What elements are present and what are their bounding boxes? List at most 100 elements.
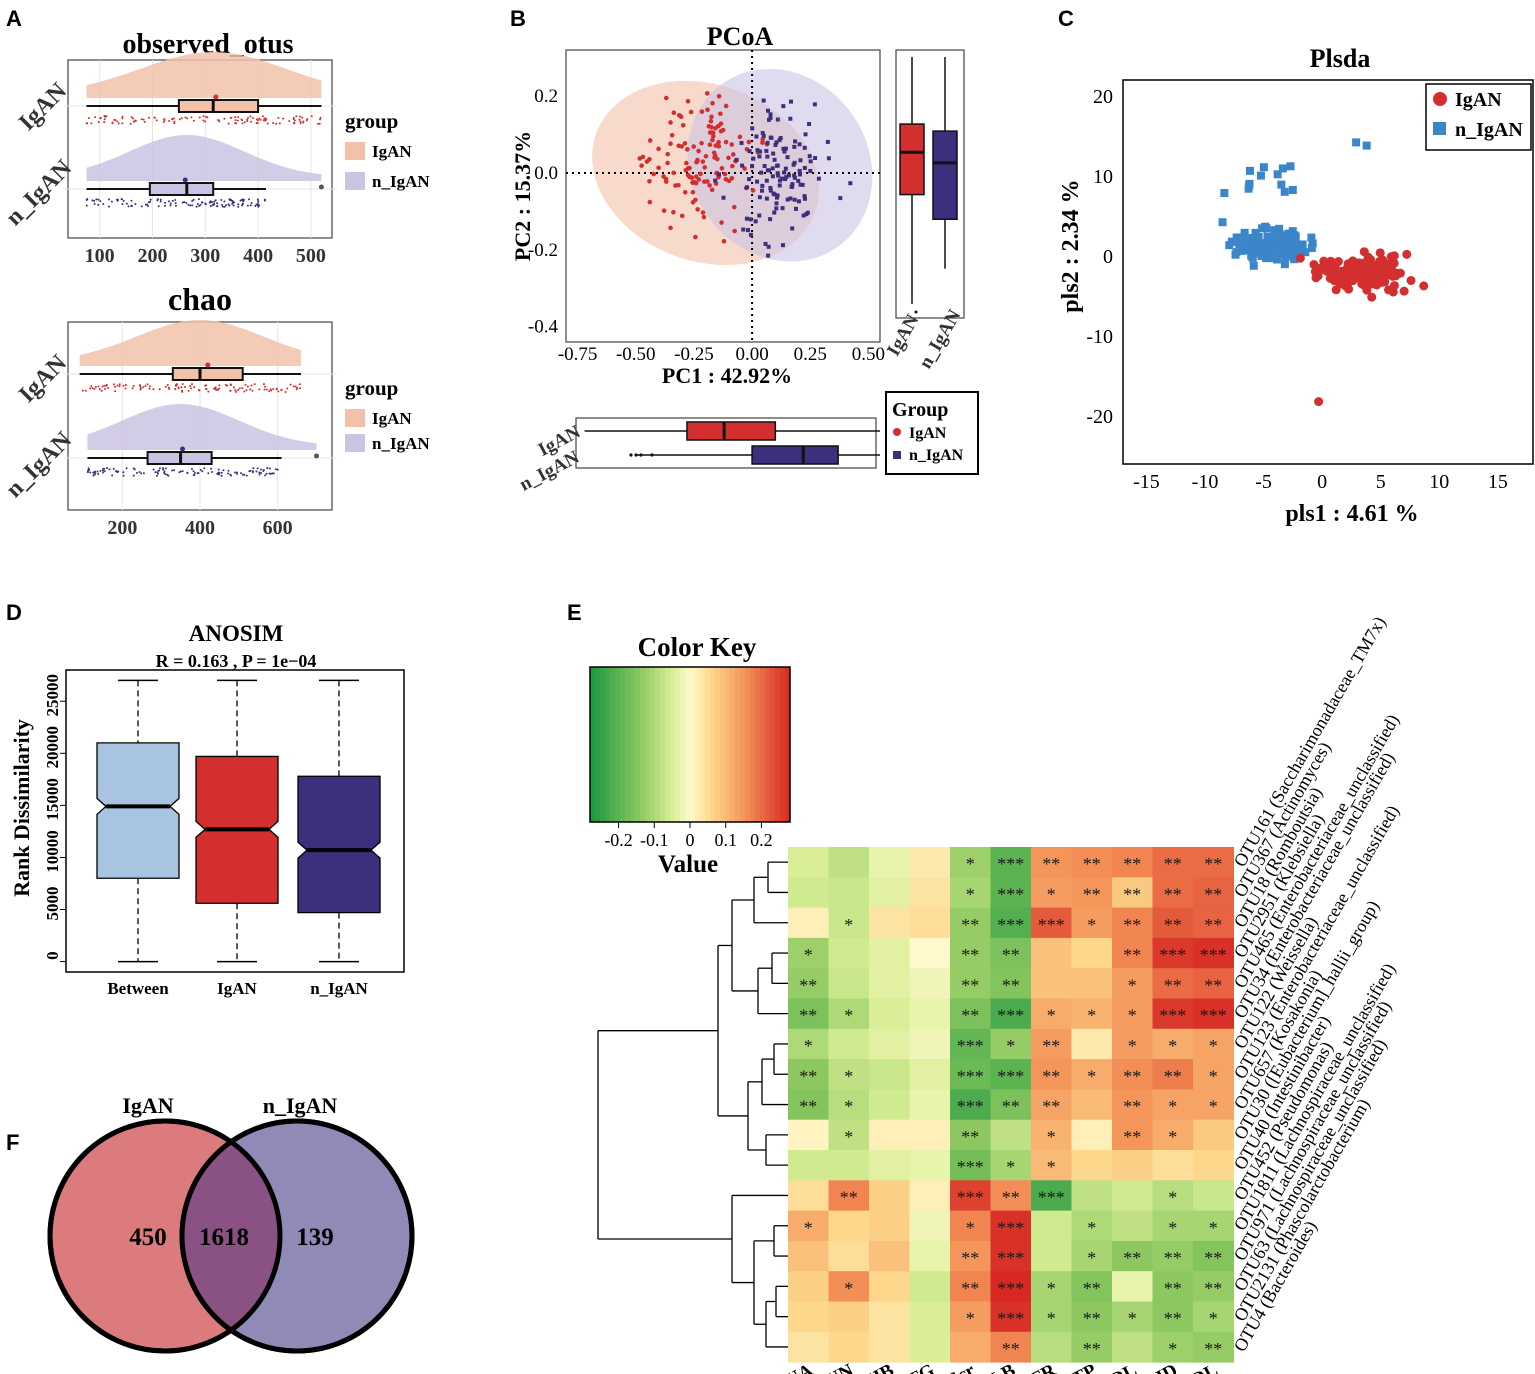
heatmap-cell — [909, 1271, 951, 1302]
jitter-point — [217, 119, 220, 122]
point-n-igan — [1251, 237, 1260, 246]
point-igan — [698, 171, 703, 177]
point-n-igan — [753, 219, 758, 224]
jitter-point — [245, 389, 248, 392]
jitter-point — [258, 117, 261, 120]
jitter-point — [130, 116, 133, 119]
heatmap-cell — [828, 1028, 870, 1060]
key-tick-label: -0.2 — [604, 830, 633, 850]
heatmap-cell — [828, 1059, 870, 1090]
color-key-band — [645, 667, 651, 822]
jitter-point — [122, 199, 125, 202]
panel-a-observed-otus: observed_otus IgAN n_IgAN 100 200 300 400 50… — [1, 29, 430, 267]
jitter-point — [163, 118, 166, 121]
key-tick-label: 0.2 — [750, 830, 773, 850]
heatmap-cell — [1152, 877, 1194, 909]
heatmap-cell — [1112, 1119, 1153, 1151]
significance-stars: *** — [957, 1036, 984, 1056]
point-igan — [1406, 276, 1416, 286]
point-igan — [1359, 281, 1369, 291]
point-n-igan — [757, 195, 762, 200]
plsda-ylabel: pls2 : 2.34 % — [1058, 179, 1084, 312]
point-n-igan — [761, 98, 766, 103]
heatmap-cell — [1152, 1089, 1194, 1121]
heatmap-cell — [788, 907, 829, 939]
point-igan — [699, 140, 704, 146]
point-igan — [1360, 265, 1370, 275]
significance-stars: ** — [840, 1187, 858, 1207]
jitter-point — [209, 200, 212, 203]
point-igan — [651, 171, 657, 177]
point-n-igan — [802, 196, 807, 201]
heatmap-cell — [1071, 1028, 1113, 1060]
notched-box-2 — [297, 775, 381, 914]
jitter-point — [196, 203, 199, 206]
jitter-point — [99, 469, 102, 472]
heatmap-cell — [909, 1150, 951, 1181]
significance-stars: ** — [1204, 854, 1222, 874]
x-tick-label: -0.25 — [674, 344, 714, 365]
jitter-point — [103, 384, 106, 387]
point-n-igan — [777, 138, 782, 143]
point-igan — [680, 122, 686, 128]
density-igan — [79, 320, 301, 366]
point-igan — [707, 183, 712, 188]
color-key-band — [780, 667, 786, 822]
point-igan — [718, 121, 724, 127]
color-key-band — [735, 667, 741, 822]
heatmap-cell — [788, 937, 829, 969]
chao-legend-n-igan-swatch — [345, 434, 365, 452]
point-n-igan — [1285, 250, 1294, 259]
point-n-igan — [765, 140, 770, 145]
jitter-point — [269, 388, 272, 391]
color-key-band — [770, 667, 776, 822]
jitter-point — [243, 473, 246, 476]
heatmap-cell — [1112, 998, 1153, 1030]
point-n-igan — [802, 165, 807, 170]
x-tick-label: 200 — [137, 245, 167, 267]
x-tick-label: 0.50 — [852, 344, 885, 365]
y-tick-label: 5000 — [43, 887, 62, 921]
point-igan — [1375, 248, 1385, 258]
significance-stars: ** — [1204, 975, 1222, 995]
jitter-point — [164, 201, 167, 204]
pcoa-side-label-igan: IgAN — [883, 311, 923, 360]
jitter-point — [190, 387, 193, 390]
jitter-point — [189, 384, 192, 387]
point-n-igan — [775, 171, 780, 176]
point-igan — [690, 189, 696, 195]
jitter-point — [184, 116, 187, 119]
heatmap-cell — [990, 1271, 1032, 1302]
point-n-igan — [790, 184, 795, 189]
heatmap-cell — [869, 847, 910, 878]
point-igan — [713, 125, 718, 131]
significance-stars: * — [844, 1097, 853, 1117]
point-igan — [676, 112, 682, 118]
significance-stars: * — [804, 1036, 813, 1056]
heatmap-cell — [869, 1331, 910, 1363]
point-igan — [719, 165, 725, 171]
x-tick-label: 100 — [85, 245, 115, 267]
significance-stars: ** — [961, 1127, 979, 1147]
point-n-igan — [763, 241, 768, 246]
jitter-point — [274, 468, 277, 471]
plsda-xlabel: pls1 : 4.61 % — [1285, 501, 1418, 527]
color-key-band — [750, 667, 756, 822]
jitter-point — [260, 468, 263, 471]
x-tick-label: 300 — [190, 245, 220, 267]
jitter-point — [213, 200, 216, 203]
pcoa-title: PCoA — [707, 22, 774, 51]
color-key-band — [745, 667, 751, 822]
jitter-point — [299, 120, 302, 123]
jitter-point — [264, 119, 267, 122]
side-box-n-igan — [932, 130, 958, 221]
point-igan — [1337, 266, 1347, 276]
color-key-band — [595, 667, 601, 822]
jitter-point — [163, 470, 166, 473]
jitter-point — [245, 474, 248, 477]
point-n-igan — [774, 140, 779, 145]
jitter-point — [249, 115, 252, 118]
jitter-point — [174, 198, 177, 201]
jitter-point — [221, 204, 224, 207]
point-igan — [691, 144, 697, 149]
